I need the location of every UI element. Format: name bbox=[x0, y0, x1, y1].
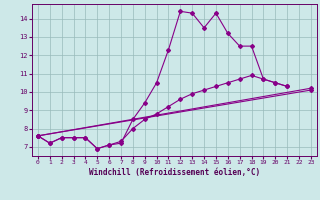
X-axis label: Windchill (Refroidissement éolien,°C): Windchill (Refroidissement éolien,°C) bbox=[89, 168, 260, 177]
